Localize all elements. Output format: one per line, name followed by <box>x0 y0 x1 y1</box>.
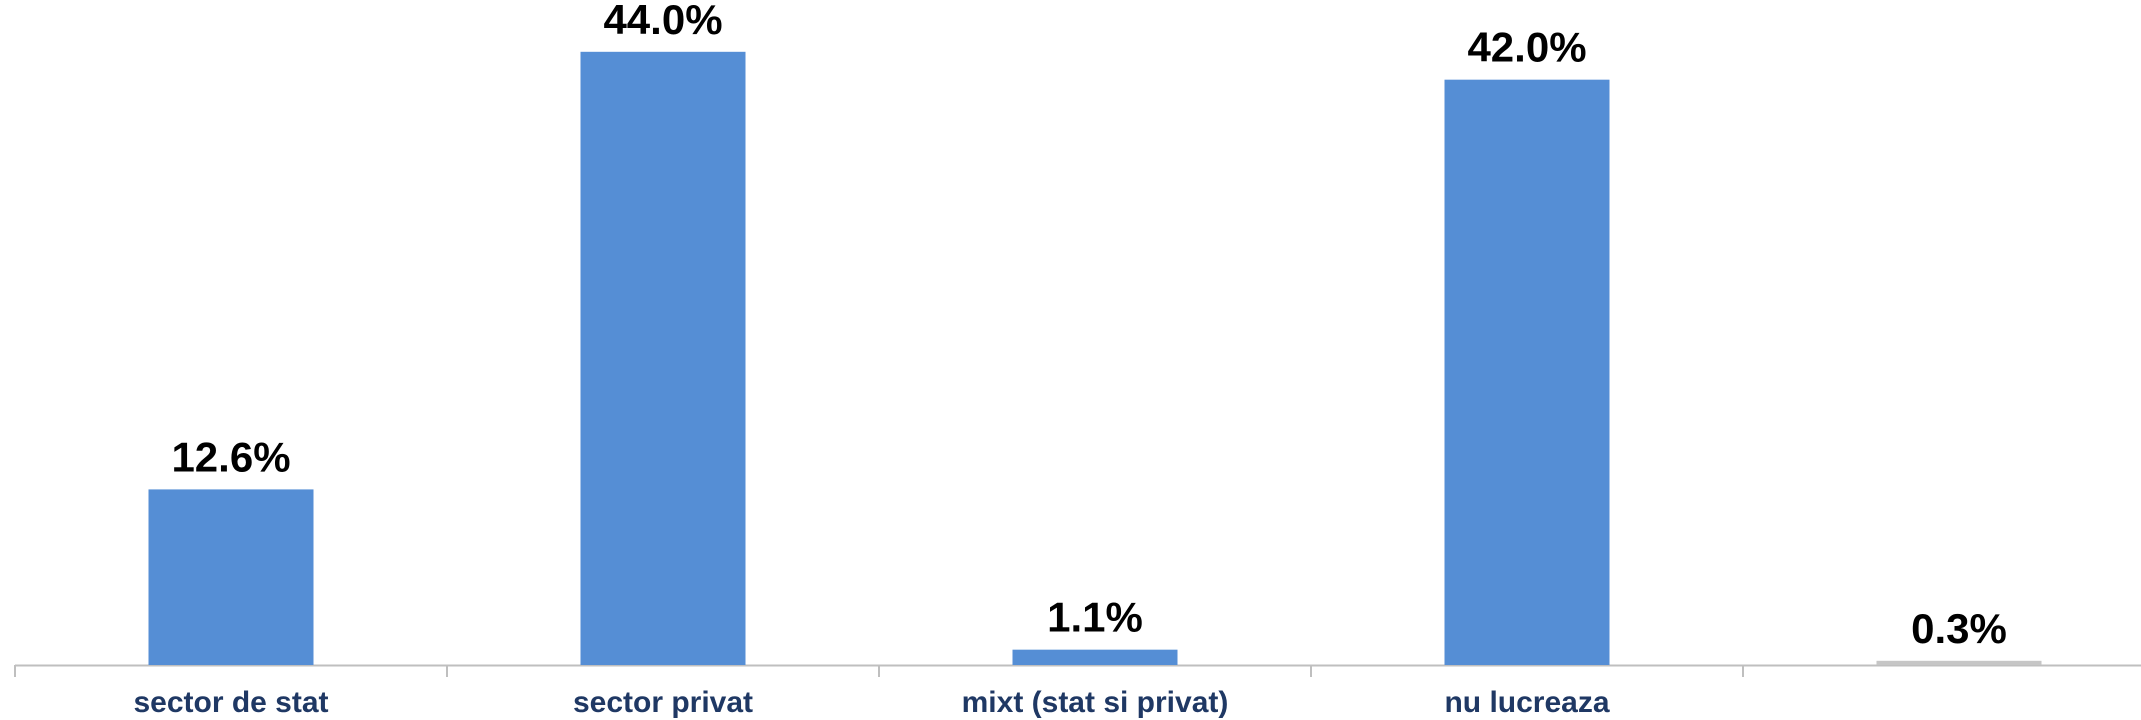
data-label: 0.3% <box>1911 605 2007 652</box>
bar-1 <box>148 489 314 665</box>
data-label: 12.6% <box>171 433 290 480</box>
x-tick-label: mixt (stat si privat) <box>962 686 1229 719</box>
data-labels-layer: 12.6% 44.0% 1.1% 42.0% 0.3% <box>171 0 2006 652</box>
bar-2 <box>580 51 746 665</box>
bar-5 <box>1876 660 2042 665</box>
data-label: 1.1% <box>1047 594 1143 641</box>
x-tick-label: sector privat <box>573 686 753 719</box>
bar-3 <box>1012 649 1178 665</box>
x-tick-label: sector de stat <box>133 686 328 719</box>
axis-layer <box>14 664 2141 677</box>
x-tick-label: nu lucreaza <box>1444 686 1609 719</box>
bar-4 <box>1444 79 1610 666</box>
bars-layer <box>148 51 2042 666</box>
tick-labels-layer: sector de stat sector privat mixt (stat si… <box>133 686 1609 719</box>
data-label: 42.0% <box>1467 24 1586 71</box>
data-label: 44.0% <box>603 0 722 43</box>
